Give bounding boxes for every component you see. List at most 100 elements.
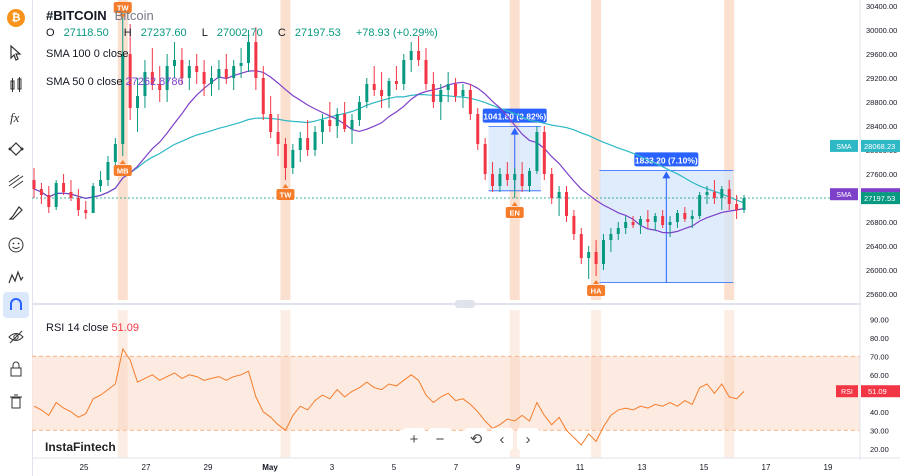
axis-price-value-0: 28068.23 xyxy=(864,142,895,151)
ohlc-open: 27118.50 xyxy=(63,27,109,39)
price-tick-5: 28400.00 xyxy=(866,122,897,131)
candle-body-26 xyxy=(224,69,228,78)
candle-body-7 xyxy=(84,210,88,213)
sma50-line xyxy=(33,70,745,234)
candle-body-57 xyxy=(454,84,458,96)
candle-body-35 xyxy=(291,150,295,168)
sma50-label: SMA 50 0 close xyxy=(46,76,123,88)
symbol-name: Bitcoin xyxy=(114,8,154,23)
date-tick-0: 25 xyxy=(80,463,89,472)
candle-body-41 xyxy=(335,114,339,126)
ohlc-legend: O 27118.50 H 27237.60 L 27002.70 C 27197… xyxy=(46,27,444,39)
price-chart[interactable]: 1041.80 (3.82%) 1833.20 (7.10%) TW MB TW EN HA… xyxy=(32,0,900,476)
reset-button[interactable]: ⟲ xyxy=(465,428,487,450)
watermark: InstaFintech xyxy=(45,440,116,454)
candle-body-84 xyxy=(653,216,657,222)
date-tick-1: 27 xyxy=(142,463,151,472)
candle-body-28 xyxy=(239,63,243,66)
trash-icon[interactable] xyxy=(3,388,29,414)
price-axis-bg xyxy=(860,0,900,476)
lock-icon[interactable] xyxy=(3,356,29,382)
candle-body-56 xyxy=(446,84,450,90)
candle-body-73 xyxy=(572,216,576,234)
cursor-icon[interactable] xyxy=(3,40,29,66)
annot-arrow-4 xyxy=(593,280,600,284)
axis-tag-0 xyxy=(830,139,858,152)
candle-body-51 xyxy=(409,51,413,60)
pane-divider-handle[interactable] xyxy=(455,300,475,308)
rsi-legend[interactable]: RSI 14 close 51.09 xyxy=(46,322,139,334)
candle-body-19 xyxy=(173,60,177,66)
candle-body-60 xyxy=(476,114,480,144)
sma50-legend[interactable]: SMA 50 0 close 27262.8786 xyxy=(46,76,184,88)
annot-arrow-3 xyxy=(511,202,518,206)
measure-label-0: 1041.80 (3.82%) xyxy=(483,112,546,122)
measure-label-1: 1833.20 (7.10%) xyxy=(635,155,698,165)
price-tick-2: 29600.00 xyxy=(866,50,897,59)
smile-icon[interactable] xyxy=(3,232,29,258)
candle-body-31 xyxy=(261,78,265,114)
candle-body-58 xyxy=(461,90,465,96)
rsi-axis-tag-label: RSI xyxy=(841,389,853,396)
candle-body-50 xyxy=(402,60,406,84)
candle-body-92 xyxy=(712,192,716,198)
candle-body-86 xyxy=(668,222,672,225)
lines-icon[interactable] xyxy=(3,168,29,194)
candle-body-15 xyxy=(143,72,147,96)
sma100-legend[interactable]: SMA 100 0 close xyxy=(46,48,129,60)
candles-icon[interactable] xyxy=(3,72,29,98)
candle-body-77 xyxy=(601,240,605,264)
scroll-right-button[interactable]: › xyxy=(517,428,539,450)
candle-body-62 xyxy=(491,174,495,186)
rsi-tick-0: 90.00 xyxy=(870,315,889,324)
rsi-tick-6: 30.00 xyxy=(870,426,889,435)
candle-body-47 xyxy=(380,90,384,96)
date-tick-7: 9 xyxy=(516,463,521,472)
candle-body-69 xyxy=(542,132,546,174)
candle-body-81 xyxy=(631,222,635,225)
zoom-in-button[interactable]: + xyxy=(403,428,425,450)
highlight-bar-3 xyxy=(591,0,602,300)
candle-body-3 xyxy=(54,183,58,207)
candle-body-48 xyxy=(387,81,391,96)
ohlc-high: 27237.60 xyxy=(140,27,187,39)
chart-nav-bar: + − ⟲ ‹ › xyxy=(403,428,539,450)
rsi-tick-7: 20.00 xyxy=(870,445,889,454)
candle-body-90 xyxy=(698,195,702,216)
trend-icon[interactable] xyxy=(3,136,29,162)
price-tick-1: 30000.00 xyxy=(866,26,897,35)
candle-body-44 xyxy=(357,102,361,120)
pattern-icon[interactable] xyxy=(3,264,29,290)
magnet-icon[interactable] xyxy=(3,292,29,318)
annot-bg-0 xyxy=(113,2,132,13)
date-tick-5: 5 xyxy=(392,463,397,472)
price-tick-10: 26400.00 xyxy=(866,242,897,251)
annot-bg-1 xyxy=(113,165,132,176)
zoom-out-button[interactable]: − xyxy=(429,428,451,450)
candle-body-18 xyxy=(165,66,169,90)
measure-label-bg-0 xyxy=(482,108,547,123)
candle-body-96 xyxy=(742,198,746,210)
bitcoin-logo: ₿ xyxy=(7,9,25,27)
scroll-left-button[interactable]: ‹ xyxy=(491,428,513,450)
price-tick-11: 26000.00 xyxy=(866,266,897,275)
rsi-axis-value: 51.09 xyxy=(868,387,887,396)
date-tick-12: 19 xyxy=(824,463,833,472)
eye-icon[interactable] xyxy=(3,324,29,350)
price-tick-12: 25600.00 xyxy=(866,290,897,299)
rsi-tick-5: 40.00 xyxy=(870,408,889,417)
candle-body-93 xyxy=(720,189,724,198)
sma100-label: SMA 100 0 close xyxy=(46,48,129,60)
candle-body-39 xyxy=(320,120,324,132)
fx-icon[interactable]: fx xyxy=(3,104,29,130)
annot-label-4: HA xyxy=(591,287,602,296)
date-tick-8: 11 xyxy=(576,463,585,472)
candle-body-70 xyxy=(550,174,554,198)
date-tick-2: 29 xyxy=(204,463,213,472)
candle-body-33 xyxy=(276,132,280,144)
candle-body-74 xyxy=(579,234,583,258)
rsi-highlight-4 xyxy=(724,310,735,458)
sma50-value: 27262.8786 xyxy=(125,76,184,88)
candle-body-83 xyxy=(646,219,650,222)
brush-icon[interactable] xyxy=(3,200,29,226)
